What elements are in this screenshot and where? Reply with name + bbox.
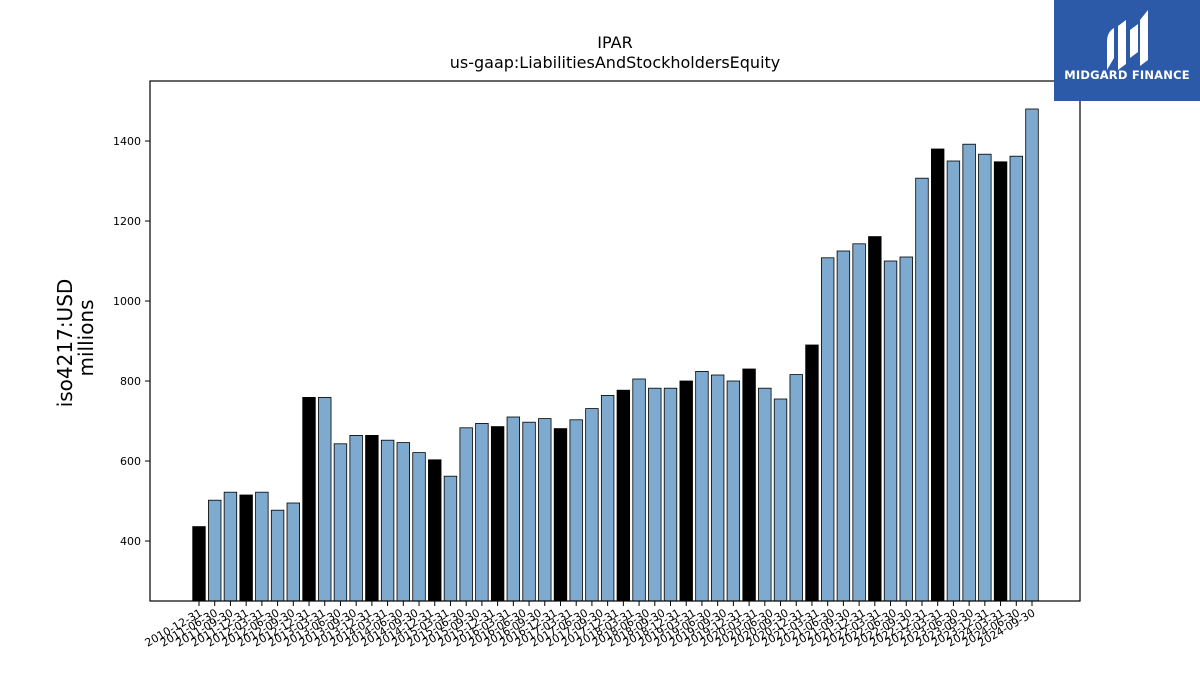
bar-2019-12-31 [758, 387, 772, 602]
bar-2012-09-30 [302, 396, 316, 602]
bar-2017-03-31 [585, 408, 599, 602]
bar-2013-03-31 [333, 443, 348, 602]
bar-2013-06-30 [349, 434, 363, 602]
bar-2021-09-30 [868, 236, 882, 602]
bar-2019-09-30 [742, 368, 756, 602]
bar-2018-03-31 [648, 387, 662, 602]
bar-2022-12-31 [946, 160, 961, 602]
bar-2016-12-31 [569, 419, 583, 602]
midgard-logo-icon [1107, 10, 1148, 70]
bar-2019-03-31 [710, 374, 725, 602]
logo-text: MIDGARD FINANCE [1064, 68, 1190, 82]
bar-2018-12-31 [695, 370, 709, 602]
bar-2020-06-30 [789, 374, 803, 602]
y-axis-label: iso4217:USD [53, 279, 77, 408]
y-tick-label: 1400 [113, 135, 141, 148]
bar-2012-06-30 [286, 502, 300, 602]
bar-2015-09-30 [490, 426, 505, 602]
bar-2011-06-30 [223, 491, 238, 602]
bar-2023-12-31 [1009, 155, 1023, 602]
bar-2013-09-30 [365, 434, 379, 602]
y-tick-label: 400 [120, 535, 141, 548]
bar-2016-03-31 [522, 421, 536, 602]
bar-2011-12-31 [255, 491, 269, 602]
bar-2018-06-30 [663, 387, 678, 602]
bar-2023-06-30 [978, 153, 992, 602]
bar-2013-12-31 [380, 439, 395, 602]
y-tick-label: 1000 [113, 295, 141, 308]
bar-2011-09-30 [239, 494, 253, 602]
bar-2020-03-31 [773, 398, 788, 602]
chart-subtitle: us-gaap:LiabilitiesAndStockholdersEquity [450, 53, 781, 72]
bar-2022-06-30 [915, 177, 929, 602]
bar-2014-12-31 [443, 475, 458, 602]
bar-2012-03-31 [270, 509, 285, 602]
bar-2023-09-30 [993, 161, 1008, 602]
bars-group [192, 108, 1039, 602]
bar-2015-03-31 [459, 427, 473, 602]
plot-frame [149, 80, 1081, 602]
bar-2015-12-31 [506, 416, 521, 602]
bar-2024-03-31 [1025, 108, 1039, 602]
y-axis-label-group: iso4217:USD millions [53, 279, 98, 408]
bar-2010-12-31 [192, 526, 206, 602]
bar-2022-09-30 [931, 148, 945, 602]
bar-2018-09-30 [679, 380, 693, 602]
bar-2023-03-31 [962, 143, 976, 602]
bar-2019-06-30 [726, 380, 741, 602]
bar-2021-12-31 [883, 260, 898, 602]
midgard-finance-logo: MIDGARD FINANCE [1054, 0, 1200, 101]
bar-2016-09-30 [553, 428, 568, 602]
bar-2012-12-31 [318, 396, 332, 602]
bar-2017-12-31 [632, 378, 646, 602]
y-tick-label: 600 [120, 455, 141, 468]
chart-title: IPAR [597, 33, 632, 52]
bar-2016-06-30 [538, 418, 552, 602]
y-axis-label-units: millions [74, 299, 98, 376]
bar-2020-09-30 [805, 344, 819, 602]
y-tick-label: 1200 [113, 215, 141, 228]
bar-2021-06-30 [852, 243, 866, 602]
bar-2015-06-30 [475, 422, 489, 602]
bar-2017-06-30 [600, 394, 615, 602]
bar-2014-06-30 [412, 452, 426, 602]
x-ticks-group: 2010-12-312011-06-302011-09-302011-12-31… [143, 601, 1038, 650]
bar-2014-03-31 [396, 442, 410, 602]
y-ticks-group: 400 600 800 1000 1200 1400 [113, 135, 150, 548]
bar-2021-03-31 [836, 250, 851, 602]
bar-2020-12-31 [820, 257, 835, 602]
bar-2011-03-31 [208, 499, 222, 602]
bar-2014-09-30 [428, 459, 442, 602]
bar-2022-03-31 [899, 256, 913, 602]
bar-2017-09-30 [616, 389, 631, 602]
y-tick-label: 800 [120, 375, 141, 388]
